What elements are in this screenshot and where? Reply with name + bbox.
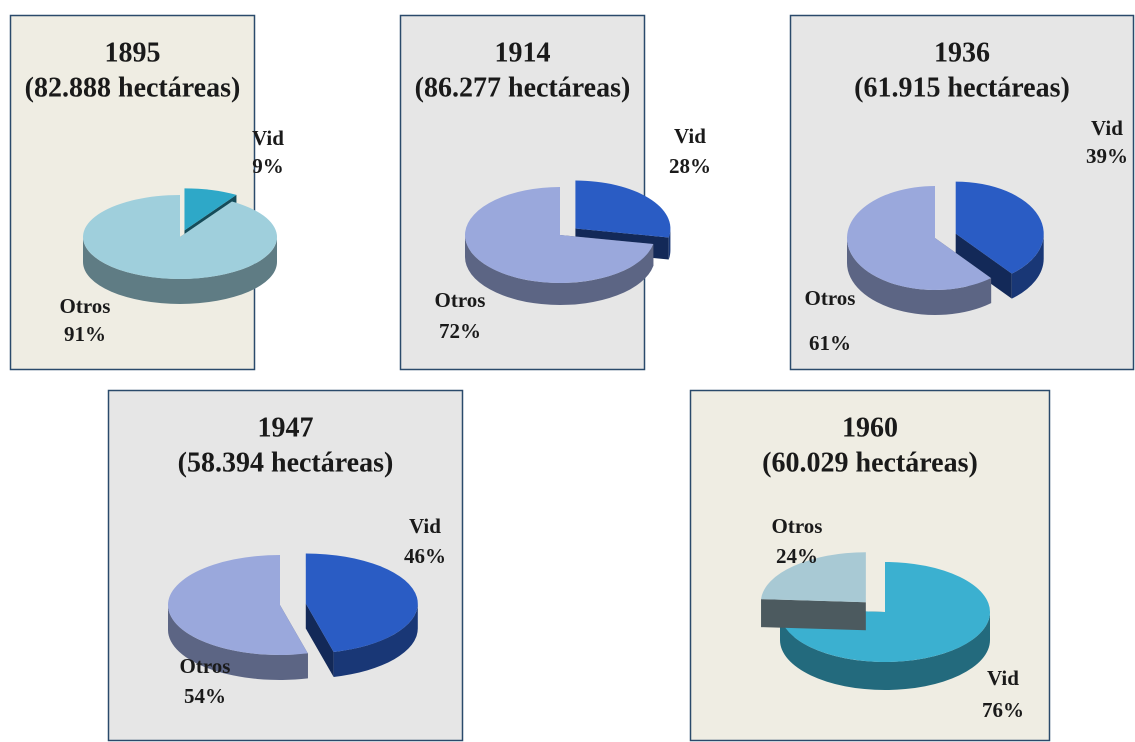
slice-value-label: 28% [669,154,711,178]
pie-slice [83,195,278,304]
slice-value-label: 24% [776,544,818,568]
pie-slice [761,552,866,631]
pie-panel: 1895 (82.888 hectáreas) Vid 9% Otros 91% [9,14,284,371]
chart-title: 1895 [105,37,161,68]
slice-label: Otros [772,514,823,538]
slice-top [184,188,237,231]
slice-label: Otros [805,286,856,310]
chart-title: 1936 [934,37,990,68]
slice-top [761,552,866,603]
pie-slice [305,553,418,677]
slice-label: Vid [1091,116,1123,140]
slice-side [668,228,671,260]
slice-side [780,612,990,690]
pie-slices [761,552,991,690]
slice-side [333,603,418,677]
pie-panel: 1960 (60.029 hectáreas) Vid 76% Otros 24% [689,389,1051,742]
slice-side [83,237,277,304]
slice-value-label: 76% [982,698,1024,722]
slice-value-label: 39% [1086,144,1128,168]
pie-slice [955,181,1044,299]
pie-slice [168,555,308,680]
slice-label: Otros [180,654,231,678]
slice-top [955,181,1044,274]
chart-subtitle: (58.394 hectáreas) [178,447,394,478]
slice-cut-face [761,599,866,631]
slice-top [83,195,278,279]
slice-label: Otros [60,294,111,318]
chart-title: 1960 [842,412,898,443]
slice-side [168,605,308,680]
slice-side [1011,233,1044,299]
slice-value-label: 46% [404,544,446,568]
pie-panel: 1914 (86.277 hectáreas) Vid 28% Otros 72% [399,14,711,371]
slice-top [780,562,991,663]
slice-value-label: 72% [439,319,481,343]
slice-value-label: 9% [252,154,284,178]
chart-subtitle: (82.888 hectáreas) [25,72,241,103]
slice-value-label: 54% [184,684,226,708]
pie-slice [847,185,992,316]
pie-slice [464,187,654,305]
slice-value-label: 91% [64,322,106,346]
pie-slices [83,188,278,304]
slice-label: Vid [409,514,441,538]
pie-panel: 1947 (58.394 hectáreas) Vid 46% Otros 54% [107,389,464,742]
slice-top [575,180,671,238]
slice-top [305,553,418,652]
slice-side [847,238,992,316]
panel-background [107,389,464,742]
chart-subtitle: (60.029 hectáreas) [762,447,978,478]
slice-label: Vid [674,124,706,148]
slice-label: Vid [987,666,1019,690]
slice-top [168,555,308,655]
chart-title: 1914 [495,37,551,68]
chart-title: 1947 [258,412,314,443]
pie-slices [464,180,671,305]
chart-subtitle: (86.277 hectáreas) [415,72,631,103]
slice-side [465,235,654,305]
pie-slices [847,181,1044,316]
slice-label: Vid [252,126,284,150]
slice-cut-face [305,603,334,677]
slice-label: Otros [435,288,486,312]
chart-subtitle: (61.915 hectáreas) [854,72,1070,103]
pie-slices [168,553,418,680]
slice-cut-face [955,233,1012,299]
slice-value-label: 61% [809,331,851,355]
slice-top [464,187,654,283]
pie-panel: 1936 (61.915 hectáreas) Vid 39% Otros 61% [789,14,1135,371]
slice-top [847,185,992,290]
